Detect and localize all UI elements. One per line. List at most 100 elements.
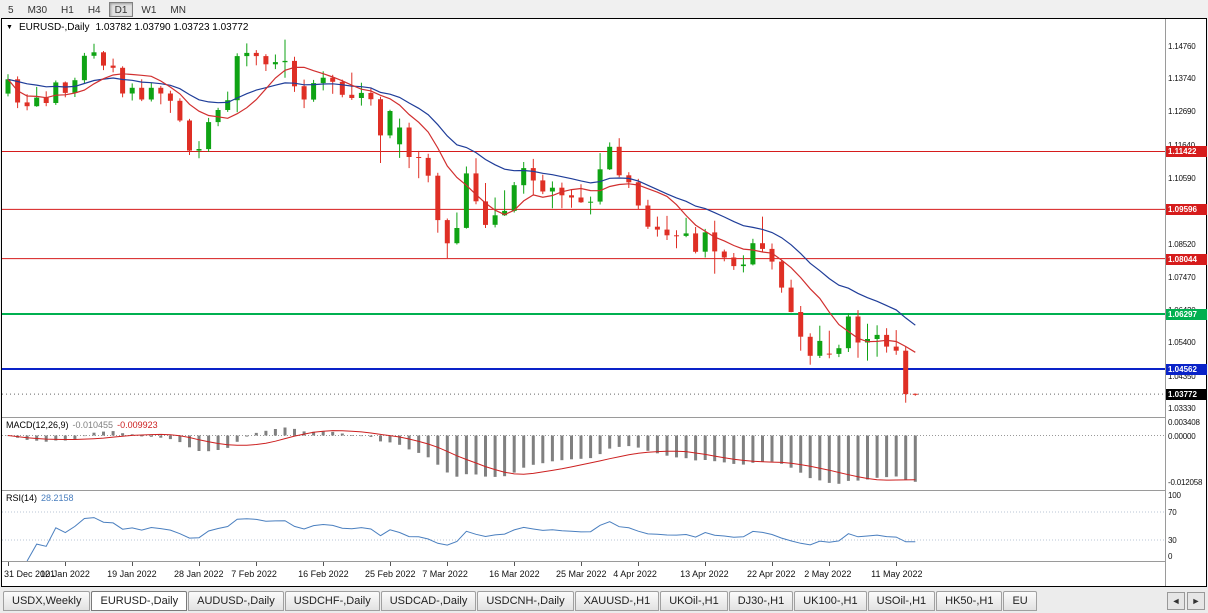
tab-scroll-buttons: ◄ ► xyxy=(1167,591,1205,610)
timeframe-button-w1[interactable]: W1 xyxy=(141,4,157,16)
pane-separator[interactable] xyxy=(2,490,1206,491)
tab-scroll-right-icon: ► xyxy=(1191,595,1201,606)
date-tick xyxy=(829,562,831,566)
date-tick xyxy=(705,562,707,566)
macd-main-value: -0.010455 xyxy=(72,420,114,430)
macd-pane[interactable]: MACD(12,26,9) -0.010455 -0.009923 xyxy=(2,418,1165,490)
date-tick xyxy=(199,562,200,566)
rsi-value: 28.2158 xyxy=(41,493,74,503)
macd-plot xyxy=(2,427,1165,484)
date-tick xyxy=(390,562,391,566)
chart-tab[interactable]: USDCHF-,Daily xyxy=(284,590,380,611)
chart-tab[interactable]: HK50-,H1 xyxy=(936,590,1003,611)
date-tick xyxy=(8,562,9,566)
pane-separator xyxy=(2,561,1206,562)
macd-axis-label: 0.003408 xyxy=(1168,418,1200,428)
chart-tab-list: USDX,Weekly EURUSD-,Daily AUDUSD-,Daily USD… xyxy=(3,590,1163,611)
date-tick xyxy=(447,562,449,566)
candlestick-plot xyxy=(2,39,1165,403)
chart-window: ▼ EURUSD-,Daily 1.03782 1.03790 1.03723 … xyxy=(1,18,1207,587)
date-axis-label: 11 May 2022 xyxy=(871,569,923,579)
date-axis-label: 25 Mar 2022 xyxy=(556,569,607,579)
macd-axis-label: 0.00000 xyxy=(1168,431,1196,441)
date-axis-label: 16 Mar 2022 xyxy=(489,569,540,579)
rsi-axis-label: 70 xyxy=(1168,508,1177,517)
macd-label: MACD(12,26,9) -0.010455 -0.009923 xyxy=(6,420,162,430)
date-axis-label: 19 Jan 2022 xyxy=(107,569,157,579)
tab-scroll-right-button[interactable]: ► xyxy=(1187,591,1205,610)
price-axis-label: 1.13740 xyxy=(1168,73,1196,83)
macd-signal-value: -0.009923 xyxy=(117,420,158,430)
chart-title: ▼ EURUSD-,Daily 1.03782 1.03790 1.03723 … xyxy=(6,22,248,33)
chart-tab[interactable]: UKOil-,H1 xyxy=(660,590,728,611)
price-axis-label: 1.11640 xyxy=(1168,140,1195,150)
date-axis-label: 10 Jan 2022 xyxy=(40,569,90,579)
chart-tab[interactable]: USDCAD-,Daily xyxy=(380,590,477,611)
price-axis-label: 1.05400 xyxy=(1168,338,1196,348)
rsi-pane[interactable]: RSI(14) 28.2158 xyxy=(2,491,1165,561)
price-axis-label: 1.14760 xyxy=(1168,41,1196,51)
rsi-label: RSI(14) 28.2158 xyxy=(6,493,78,503)
date-axis-label: 25 Feb 2022 xyxy=(365,569,416,579)
hline-price-tag: 1.06297 xyxy=(1166,309,1207,321)
timeframe-button-5[interactable]: 5 xyxy=(8,4,14,16)
price-axis-label: 1.12690 xyxy=(1168,107,1196,117)
date-tick xyxy=(896,562,898,566)
chart-tab[interactable]: USDCNH-,Daily xyxy=(477,590,574,611)
hline-price-tag: 1.11422 xyxy=(1166,146,1207,158)
timeframe-button-h4[interactable]: H4 xyxy=(87,4,101,16)
chart-tab[interactable]: DJ30-,H1 xyxy=(728,590,794,611)
pane-separator[interactable] xyxy=(2,417,1206,418)
date-tick xyxy=(514,562,516,566)
price-axis-label: 1.07470 xyxy=(1168,272,1196,282)
chart-tab[interactable]: EURUSD-,Daily xyxy=(91,590,188,611)
price-axis-label: 1.08520 xyxy=(1168,239,1196,249)
rsi-indicator-name: RSI(14) xyxy=(6,493,38,503)
rsi-plot xyxy=(2,511,1165,561)
price-axis[interactable]: 1.14760 1.13740 1.12690 1.11640 1.10590 1.095… xyxy=(1165,19,1207,586)
timeframe-toolbar: 5 M30 H1 H4 D1 W1 MN xyxy=(0,0,1208,18)
symbol-marker-icon: ▼ xyxy=(6,23,13,31)
date-tick xyxy=(323,562,325,566)
date-tick xyxy=(772,562,773,566)
chart-tab[interactable]: USOil-,H1 xyxy=(867,590,936,611)
date-axis-label: 31 Dec 2021 xyxy=(4,569,56,579)
date-axis-label: 28 Jan 2022 xyxy=(174,569,224,579)
chart-symbol-period: EURUSD-,Daily xyxy=(18,22,90,33)
rsi-axis-label: 100 xyxy=(1168,491,1181,500)
date-axis-label: 22 Apr 2022 xyxy=(747,569,796,579)
tab-scroll-left-button[interactable]: ◄ xyxy=(1167,591,1185,610)
chart-tab[interactable]: XAUUSD-,H1 xyxy=(574,590,660,611)
date-tick xyxy=(581,562,582,566)
tab-scroll-left-icon: ◄ xyxy=(1171,595,1181,606)
hline-price-tag: 1.09596 xyxy=(1166,204,1207,216)
rsi-axis-label: 30 xyxy=(1168,536,1177,545)
price-axis-label: 1.04350 xyxy=(1168,371,1196,381)
date-axis-label: 7 Feb 2022 xyxy=(231,569,277,579)
macd-indicator-name: MACD(12,26,9) xyxy=(6,420,69,430)
chart-tab[interactable]: EU xyxy=(1003,590,1037,611)
macd-axis-label: -0.012058 xyxy=(1168,478,1203,488)
hline-price-tag: 1.08044 xyxy=(1166,253,1207,265)
chart-tab[interactable]: USDX,Weekly xyxy=(3,590,91,611)
date-axis-label: 13 Apr 2022 xyxy=(680,569,729,579)
date-axis-label: 16 Feb 2022 xyxy=(298,569,349,579)
date-tick xyxy=(256,562,258,566)
timeframe-button-h1[interactable]: H1 xyxy=(61,4,74,16)
rsi-axis-label: 0 xyxy=(1168,552,1173,561)
price-axis-label: 1.10590 xyxy=(1168,173,1196,183)
date-tick xyxy=(132,562,134,566)
hline-price-tag: 1.04562 xyxy=(1166,364,1207,376)
date-tick xyxy=(65,562,67,566)
date-axis[interactable]: 31 Dec 2021 10 Jan 2022 19 Jan 2022 28 Jan … xyxy=(2,562,1165,586)
timeframe-button-mn[interactable]: MN xyxy=(170,4,186,16)
chart-tab[interactable]: AUDUSD-,Daily xyxy=(188,590,284,611)
price-chart-pane[interactable]: ▼ EURUSD-,Daily 1.03782 1.03790 1.03723 … xyxy=(2,19,1165,417)
chart-tab[interactable]: UK100-,H1 xyxy=(794,590,867,611)
date-axis-label: 2 May 2022 xyxy=(804,569,852,579)
timeframe-button-m30[interactable]: M30 xyxy=(27,4,48,16)
timeframe-button-d1[interactable]: D1 xyxy=(108,1,134,17)
price-axis-label: 1.03330 xyxy=(1168,404,1196,414)
date-axis-label: 7 Mar 2022 xyxy=(422,569,468,579)
